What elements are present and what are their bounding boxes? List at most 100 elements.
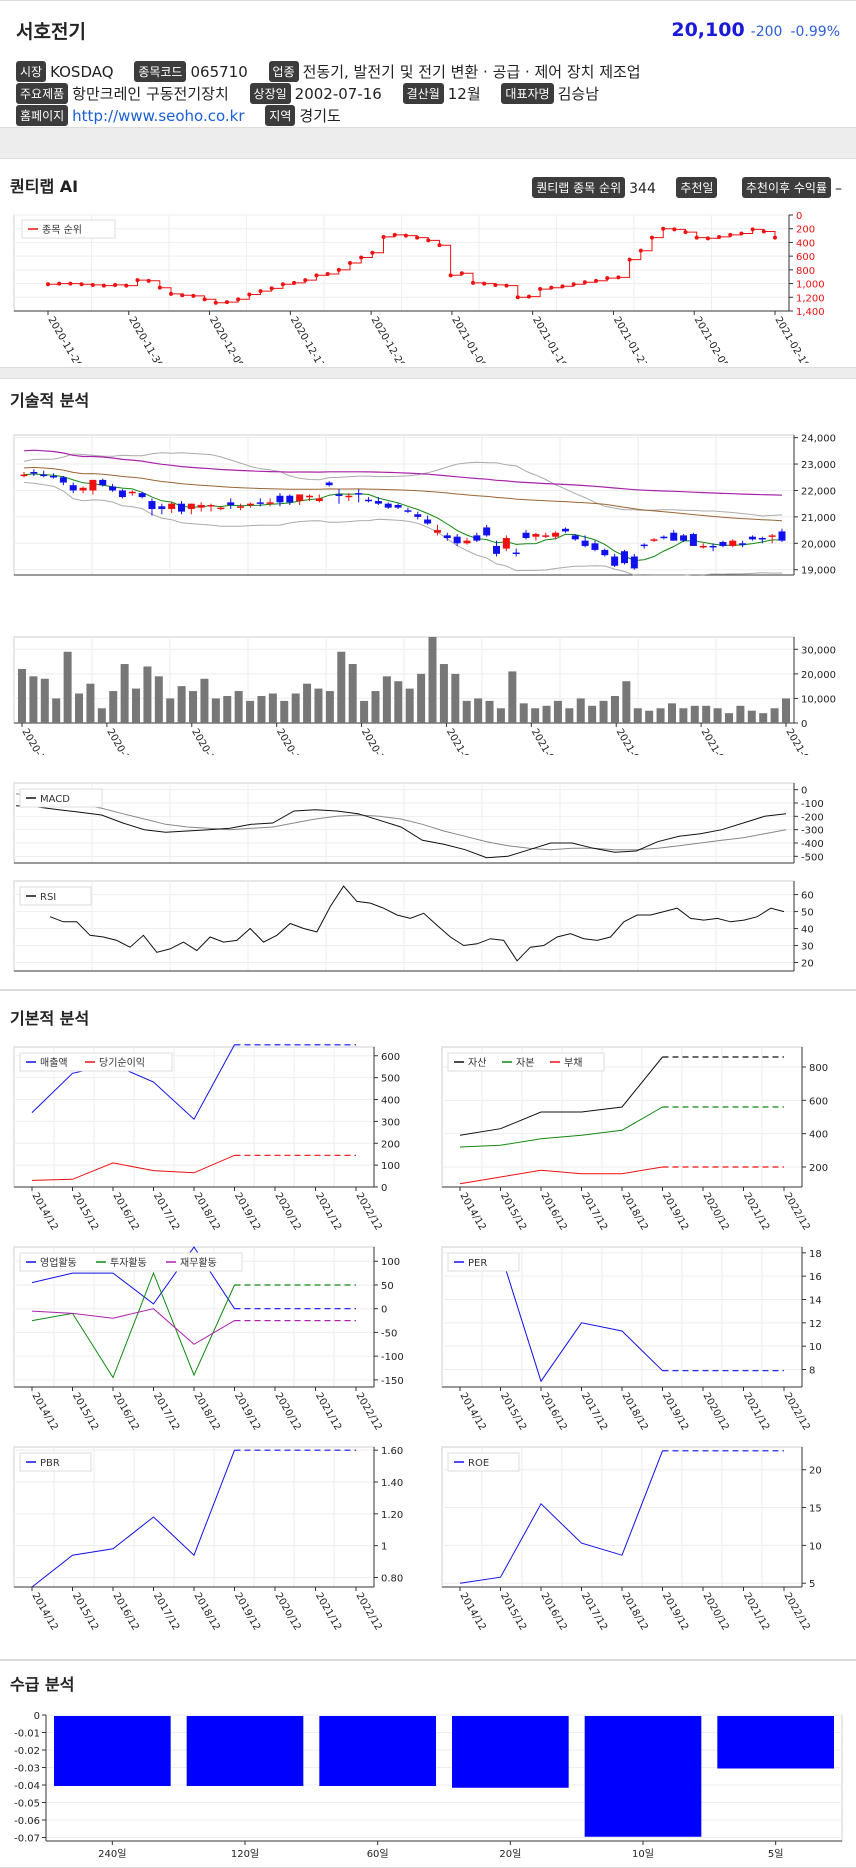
- y-tick-label: 15: [809, 1504, 822, 1515]
- volume-bar: [394, 681, 403, 723]
- series-line-0: [500, 1252, 663, 1383]
- supply-bar: [186, 1716, 304, 1786]
- volume-bar: [223, 695, 232, 723]
- legend-label: 재무활동: [180, 1256, 217, 1269]
- rank-point: [415, 235, 420, 240]
- volume-bar: [633, 708, 642, 723]
- y-tick-label: 0: [801, 719, 807, 730]
- legend-box: [21, 219, 116, 239]
- y-tick-label: -0.05: [14, 1799, 40, 1810]
- candle-body: [591, 543, 599, 550]
- y-tick-label: 800: [809, 1063, 828, 1074]
- code-tag: 종목코드: [134, 61, 187, 82]
- candle-body: [433, 530, 441, 533]
- volume-bar: [439, 664, 448, 723]
- x-tick-label: 5일: [768, 1848, 784, 1860]
- rank-point: [292, 280, 297, 285]
- candle-body: [719, 541, 727, 546]
- fiscal-value: 12월: [447, 85, 481, 103]
- legend-label: 자산: [468, 1057, 486, 1069]
- volume-bar: [325, 691, 334, 723]
- volume-bar: [667, 703, 676, 723]
- x-tick-label: 2020-12-09: [207, 315, 246, 363]
- x-tick-label: 2018/12: [191, 1591, 221, 1632]
- legend-label: 종목 순위: [42, 223, 82, 236]
- volume-bar: [553, 700, 562, 723]
- y-tick-label: -0.06: [14, 1816, 40, 1827]
- candle-body: [168, 503, 176, 509]
- volume-bar: [531, 708, 540, 723]
- y-tick-label: 23,000: [801, 460, 836, 471]
- x-tick-label: 2020-12-29: [359, 727, 398, 755]
- volume-bar: [485, 700, 494, 723]
- volume-bar: [280, 700, 289, 723]
- rank-point: [649, 235, 654, 240]
- rank-point: [146, 278, 151, 283]
- x-tick-label: 2022/12: [781, 1591, 811, 1632]
- rank-point: [336, 267, 341, 272]
- candle-body: [237, 506, 245, 508]
- candle-body: [729, 540, 737, 546]
- y-tick-label: -300: [801, 826, 824, 837]
- x-tick-label: 2019/12: [660, 1591, 690, 1632]
- legend-label: 영업활동: [40, 1256, 77, 1269]
- rank-point: [571, 282, 576, 287]
- x-tick-label: 2014/12: [29, 1391, 59, 1432]
- volume-bar: [519, 703, 528, 723]
- candle-body: [640, 544, 648, 547]
- technical-title: 기술적 분석: [10, 391, 90, 410]
- region-tag: 지역: [265, 105, 296, 126]
- x-tick-label: 2021-02-05: [692, 315, 731, 363]
- rank-point: [269, 286, 274, 291]
- series-line-2: [31, 1308, 235, 1345]
- x-tick-label: 2021-02-18: [772, 315, 811, 363]
- x-tick-label: 240일: [98, 1848, 126, 1860]
- legend-box: [19, 1052, 173, 1072]
- volume-chart: 0 10,000 20,000 30,000 2020-11-20 2020-11-30 2…: [13, 636, 836, 755]
- listing-tag: 상장일: [249, 83, 291, 104]
- x-tick-label: 2019/12: [232, 1391, 262, 1432]
- y-tick-label: -0.04: [14, 1781, 40, 1792]
- y-tick-label: 1.60: [381, 1446, 403, 1457]
- x-tick-label: 60일: [367, 1848, 389, 1860]
- volume-bar: [645, 710, 654, 723]
- rank-point: [605, 276, 610, 281]
- x-tick-label: 2014/12: [457, 1391, 487, 1432]
- y-tick-label: 20: [809, 1466, 822, 1477]
- homepage-link[interactable]: http://www.seoho.co.kr: [72, 107, 245, 125]
- x-tick-label: 2020-11-20: [45, 315, 84, 363]
- x-tick-label: 2017/12: [579, 1591, 609, 1632]
- series-line-2: [459, 1166, 663, 1185]
- price-change: -200: [750, 24, 783, 40]
- rank-point: [191, 293, 196, 298]
- volume-bar: [599, 700, 608, 723]
- rank-point: [169, 291, 174, 296]
- ai-summary: 퀀티랩 종목 순위 344 추천일 추천이후 수익률 –: [532, 177, 842, 198]
- y-tick-label: 500: [381, 1074, 400, 1085]
- x-tick-label: 2014/12: [457, 1591, 487, 1632]
- supply-title: 수급 분석: [10, 1675, 75, 1694]
- rank-point: [538, 287, 543, 292]
- x-tick-label: 10일: [632, 1848, 654, 1860]
- candle-body: [453, 536, 461, 544]
- candle-body: [542, 535, 550, 537]
- volume-bar: [268, 693, 277, 723]
- x-tick-label: 2016/12: [538, 1391, 568, 1432]
- x-tick-label: 2017/12: [579, 1191, 609, 1232]
- rank-point: [392, 232, 397, 237]
- fiscal-tag: 결산월: [402, 83, 444, 104]
- rank-point: [303, 278, 308, 283]
- rank-point: [124, 283, 129, 288]
- x-tick-label: 2014/12: [29, 1191, 59, 1232]
- x-tick-label: 2020-11-30: [104, 727, 143, 755]
- y-tick-label: -50: [381, 1328, 397, 1339]
- candle-body: [79, 487, 87, 491]
- y-tick-label: 1,200: [796, 293, 825, 304]
- candle-body: [246, 503, 254, 506]
- x-tick-label: 2020-11-20: [19, 727, 58, 755]
- candle-body: [443, 535, 451, 539]
- y-tick-label: 400: [809, 1130, 828, 1141]
- y-tick-label: 100: [381, 1257, 400, 1268]
- rank-point: [180, 293, 185, 298]
- volume-bar: [565, 708, 574, 723]
